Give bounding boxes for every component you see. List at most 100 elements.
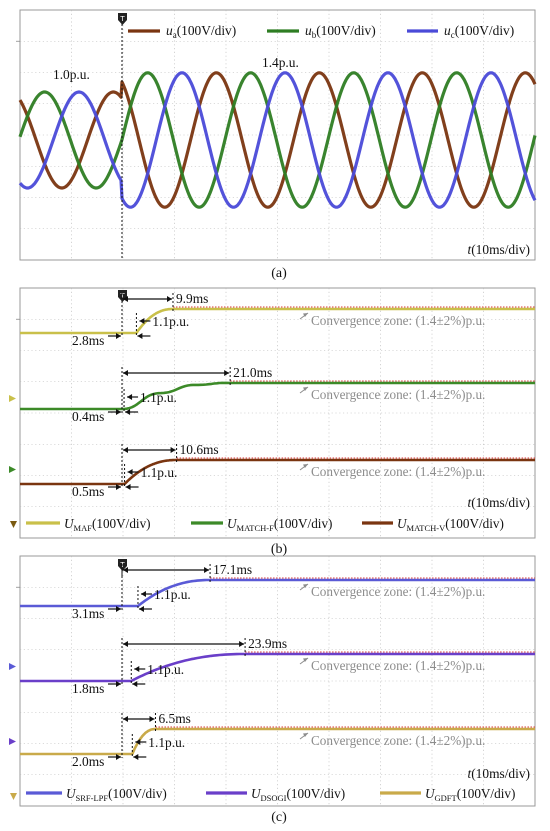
channel-marker-c1 bbox=[9, 663, 16, 670]
arrow-head-right bbox=[224, 370, 230, 376]
delay-time-label-2: 1.8ms bbox=[72, 681, 104, 696]
scope-screen-b bbox=[19, 287, 536, 539]
mark-label-3: 1.1p.u. bbox=[148, 735, 185, 750]
phase-wave-1 bbox=[18, 71, 537, 209]
arrow-head bbox=[140, 591, 146, 597]
estimate-trace-2 bbox=[20, 381, 535, 411]
arrow-head bbox=[116, 409, 121, 415]
arrow-head bbox=[138, 606, 144, 612]
legend-ugdft: UGDFT(100V/div) bbox=[425, 786, 515, 803]
zone-pointer-head bbox=[303, 658, 308, 662]
phase-wave-2 bbox=[18, 71, 537, 209]
traces-b bbox=[20, 306, 535, 486]
estimate-trace-2 bbox=[20, 652, 535, 683]
trigger-marker-a: T bbox=[118, 13, 127, 25]
legend-umatchf: UMATCH-F(100V/div) bbox=[227, 516, 332, 533]
legend-umatchv: UMATCH-V(100V/div) bbox=[397, 516, 504, 533]
convergence-time-label-1: 9.9ms bbox=[176, 291, 208, 306]
arrow-head bbox=[133, 754, 139, 760]
panel-label-a: (a) bbox=[271, 266, 287, 281]
channel-marker-b2 bbox=[9, 466, 16, 473]
arrow-head bbox=[132, 681, 138, 687]
legend-ua: ua(100V/div) bbox=[166, 23, 236, 40]
grid-a bbox=[16, 10, 535, 260]
estimate-trace-1 bbox=[20, 307, 535, 335]
grid-c bbox=[16, 556, 535, 806]
convergence-time-label-1: 17.1ms bbox=[213, 562, 252, 577]
mark-label-1: 1.1p.u. bbox=[152, 314, 189, 329]
arrow-head bbox=[137, 333, 143, 339]
traces-c bbox=[20, 577, 535, 756]
legend-a: ua(100V/div) ub(100V/div) uc(100V/div) bbox=[128, 23, 514, 40]
panel-b: T 9.9ms 2.8ms 1.1p.u. Convergence zone: (1.… bbox=[9, 287, 536, 539]
convergence-zone-label-2: Convergence zone: (1.4±2%)p.u. bbox=[311, 387, 485, 402]
convergence-time-label-2: 21.0ms bbox=[233, 365, 272, 380]
delay-time-label-1: 2.8ms bbox=[72, 333, 104, 348]
arrow-head bbox=[116, 606, 121, 612]
annotations-c: 17.1ms 3.1ms 1.1p.u. Convergence zone: (1.4… bbox=[72, 562, 485, 769]
delay-time-label-3: 2.0ms bbox=[72, 754, 104, 769]
legend-usrf: USRF-LPF(100V/div) bbox=[66, 786, 167, 803]
waveforms-a bbox=[18, 24, 537, 260]
arrow-head bbox=[134, 666, 140, 672]
legend-ub: ub(100V/div) bbox=[305, 23, 376, 40]
arrow-head bbox=[116, 333, 121, 339]
channel-marker-b3 bbox=[10, 521, 17, 528]
svg-text:T: T bbox=[119, 292, 125, 300]
estimate-trace-3 bbox=[20, 727, 535, 756]
convergence-zone-label-2: Convergence zone: (1.4±2%)p.u. bbox=[311, 658, 485, 673]
arrow-head-right bbox=[149, 716, 155, 722]
grid-b bbox=[16, 288, 535, 538]
arrow-head bbox=[125, 409, 131, 415]
convergence-time-label-2: 23.9ms bbox=[248, 636, 287, 651]
arrow-head bbox=[127, 469, 133, 475]
estimate-trace-1 bbox=[20, 578, 535, 608]
arrow-head-left bbox=[123, 567, 128, 573]
legend-udsogi: UDSOGI(100V/div) bbox=[251, 786, 345, 803]
arrow-head-right bbox=[170, 447, 176, 453]
convergence-zone-label-1: Convergence zone: (1.4±2%)p.u. bbox=[311, 313, 485, 328]
annotations-b: 9.9ms 2.8ms 1.1p.u. Convergence zone: (1.4±… bbox=[72, 291, 485, 499]
mark-label-3: 1.1p.u. bbox=[141, 465, 178, 480]
arrow-head bbox=[127, 394, 133, 400]
legend-c: USRF-LPF(100V/div) UDSOGI(100V/div) UGDF… bbox=[26, 786, 515, 803]
convergence-time-label-3: 10.6ms bbox=[180, 442, 219, 457]
time-axis-label-c: t(10ms/div) bbox=[467, 766, 530, 781]
mark-label-2: 1.1p.u. bbox=[147, 662, 184, 677]
zone-pointer-head bbox=[303, 464, 308, 468]
arrow-head bbox=[116, 681, 121, 687]
arrow-head bbox=[135, 739, 141, 745]
arrow-head bbox=[116, 484, 121, 490]
legend-uc: uc(100V/div) bbox=[444, 23, 514, 40]
mark-label-1: 1.1p.u. bbox=[154, 587, 191, 602]
svg-text:T: T bbox=[119, 15, 125, 23]
arrow-head bbox=[125, 484, 131, 490]
convergence-zone-label-1: Convergence zone: (1.4±2%)p.u. bbox=[311, 584, 485, 599]
delay-time-label-2: 0.4ms bbox=[72, 409, 104, 424]
legend-b: UMAF(100V/div) UMATCH-F(100V/div) UMATCH… bbox=[26, 516, 504, 533]
zone-pointer-head bbox=[303, 584, 308, 588]
zone-pointer-head bbox=[303, 733, 308, 737]
arrow-head-right bbox=[204, 567, 210, 573]
arrow-head-right bbox=[166, 296, 172, 302]
arrow-head-left bbox=[123, 296, 128, 302]
time-axis-label-a: t(10ms/div) bbox=[467, 242, 530, 257]
channel-marker-c3 bbox=[10, 793, 17, 800]
arrow-head bbox=[139, 318, 145, 324]
delay-time-label-1: 3.1ms bbox=[72, 606, 104, 621]
convergence-zone-label-3: Convergence zone: (1.4±2%)p.u. bbox=[311, 464, 485, 479]
delay-time-label-3: 0.5ms bbox=[72, 484, 104, 499]
channel-marker-c2 bbox=[9, 738, 16, 745]
arrow-head-right bbox=[239, 641, 245, 647]
arrow-head bbox=[116, 754, 121, 760]
zone-pointer-head bbox=[303, 313, 308, 317]
arrow-head-left bbox=[123, 716, 128, 722]
zone-pointer-head bbox=[303, 387, 308, 391]
convergence-time-label-3: 6.5ms bbox=[158, 711, 190, 726]
channel-marker-b1 bbox=[9, 395, 16, 402]
arrow-head-left bbox=[123, 447, 128, 453]
panel-label-b: (b) bbox=[271, 542, 288, 557]
panel-a: T ua(100V/div) ub(100V/div) uc(100V/div)… bbox=[16, 9, 537, 261]
